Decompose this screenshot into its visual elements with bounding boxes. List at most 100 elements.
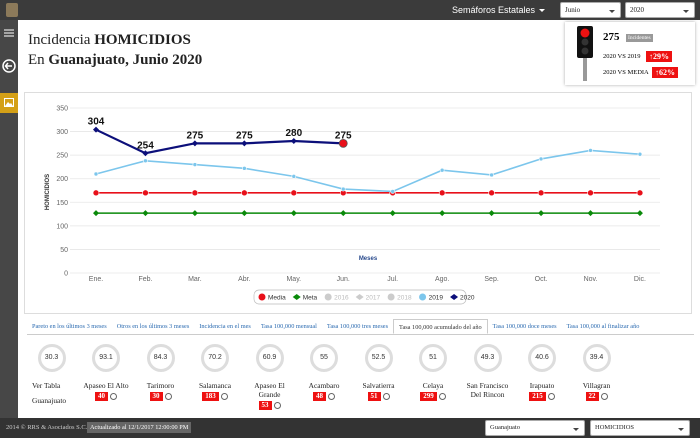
rate-gauge: 70.2 xyxy=(201,344,229,372)
tab[interactable]: Tasa 100,000 acumulado del año xyxy=(393,319,488,334)
data-label: 254 xyxy=(137,140,154,151)
legend-marker xyxy=(355,294,364,300)
title-prefix: En xyxy=(28,52,45,68)
x-tick-label: Jul. xyxy=(387,276,398,283)
rate-gauge: 84.3 xyxy=(146,344,175,372)
city-name: Guanajuato xyxy=(32,396,67,405)
detail-icon[interactable] xyxy=(273,401,281,409)
rate-gauge: 60.9 xyxy=(255,344,284,372)
point xyxy=(92,189,100,197)
detail-icon[interactable] xyxy=(110,392,117,400)
point xyxy=(143,158,148,164)
logo xyxy=(6,3,18,17)
point xyxy=(488,210,495,217)
summary-box: 275 Incidentes 2020 VS 2019 ↑29% 2020 VS… xyxy=(565,22,695,85)
point xyxy=(338,138,348,148)
point xyxy=(290,138,297,144)
rate-gauge: 93.1 xyxy=(92,344,120,372)
detail-icon[interactable] xyxy=(328,392,335,400)
count-row: 30 xyxy=(133,391,188,401)
point xyxy=(142,210,149,217)
vs-2019-value: 29% xyxy=(653,52,669,61)
tab[interactable]: Incidencia en el mes xyxy=(199,323,251,330)
count-row: 48 xyxy=(297,391,352,401)
back-icon[interactable] xyxy=(2,59,16,73)
city-card: 49.3 San Francisco Del Rincon xyxy=(460,340,515,399)
x-tick-label: Abr. xyxy=(238,276,251,283)
legend-marker xyxy=(450,294,459,300)
data-label: 275 xyxy=(187,130,204,141)
detail-icon[interactable] xyxy=(438,392,446,400)
title-prefix: Incidencia xyxy=(28,32,91,48)
series-line xyxy=(95,149,641,193)
y-tick-label: 250 xyxy=(56,153,68,160)
legend-marker xyxy=(324,293,332,301)
footer: 2014 © RRS & Asociados S.C. Actualizado … xyxy=(0,418,700,438)
x-tick-label: Sep. xyxy=(484,276,498,283)
point xyxy=(241,189,248,197)
sidebar xyxy=(0,20,18,418)
point xyxy=(93,210,99,217)
month-select[interactable]: Junio xyxy=(560,2,621,18)
tab[interactable]: Otros en los últimos 3 meses xyxy=(116,323,190,330)
city-card: 39.4 Villagran 22 xyxy=(569,340,624,401)
count-badge: 22 xyxy=(585,392,599,401)
view-table-link[interactable]: Ver Tabla xyxy=(32,381,61,390)
rate-gauge: 30.3 xyxy=(37,344,66,372)
detail-icon[interactable] xyxy=(547,392,555,400)
crime-select[interactable]: HOMICIDIOS xyxy=(590,420,690,436)
state-select[interactable]: Guanajuato xyxy=(485,420,585,436)
chart-view-button[interactable] xyxy=(0,93,18,113)
point xyxy=(340,186,346,192)
vs-2019-badge: ↑29% xyxy=(646,51,672,62)
count-badge: 215 xyxy=(529,392,546,401)
y-tick-label: 150 xyxy=(56,200,68,207)
x-tick-label: Dic. xyxy=(634,276,646,283)
tab[interactable]: Pareto en los últimos 3 meses xyxy=(32,323,107,330)
y-tick-label: 100 xyxy=(56,223,68,230)
detail-icon[interactable] xyxy=(164,392,172,400)
legend-label: 2018 xyxy=(397,295,412,302)
x-tick-label: Feb. xyxy=(138,276,152,283)
legend-marker xyxy=(387,293,395,301)
chart-panel xyxy=(24,92,692,314)
y-axis-label: HOMICIDIOS xyxy=(45,174,51,210)
point xyxy=(488,189,495,197)
point xyxy=(241,210,248,217)
data-label: 304 xyxy=(88,117,105,128)
tab[interactable]: Tasa 100,000 tres meses xyxy=(326,323,389,330)
point xyxy=(192,162,198,167)
city-card: 84.3 Tarimoro 30 xyxy=(133,340,188,401)
city-name: Salvatierra xyxy=(362,381,395,390)
menu-icon[interactable] xyxy=(3,28,15,38)
rate-gauge: 52.5 xyxy=(364,344,393,372)
x-axis-label: Meses xyxy=(359,256,378,262)
point xyxy=(587,210,594,217)
point xyxy=(538,210,545,217)
count-row: 22 xyxy=(569,391,624,401)
point xyxy=(439,167,445,173)
count-row: 299 xyxy=(406,391,461,401)
point xyxy=(537,189,545,197)
count-row: 183 xyxy=(188,391,243,401)
tab[interactable]: Tasa 100,000 al finalizar año xyxy=(566,323,640,330)
city-name: Celaya xyxy=(422,381,444,390)
point xyxy=(636,210,643,217)
point xyxy=(191,140,198,147)
y-tick-label: 0 xyxy=(64,271,68,278)
detail-icon[interactable] xyxy=(382,392,390,400)
count-row: 53 xyxy=(242,400,297,410)
x-tick-label: Oct. xyxy=(535,276,548,283)
states-menu[interactable]: Semáforos Estatales xyxy=(452,5,536,15)
tab[interactable]: Tasa 100,000 mensual xyxy=(260,323,317,330)
updated-badge: Actualizado al 12/1/2017 12:00:00 PM xyxy=(87,422,192,433)
point xyxy=(242,166,247,171)
count-badge: 299 xyxy=(420,392,437,401)
title-line-1: Incidencia HOMICIDIOS xyxy=(28,32,191,49)
detail-icon[interactable] xyxy=(600,392,608,400)
year-select[interactable]: 2020 xyxy=(625,2,695,18)
city-name: Irapuato xyxy=(529,381,555,390)
detail-icon[interactable] xyxy=(220,392,228,400)
rate-gauge: 39.4 xyxy=(582,344,611,372)
tab[interactable]: Tasa 100,000 doce meses xyxy=(492,323,557,330)
